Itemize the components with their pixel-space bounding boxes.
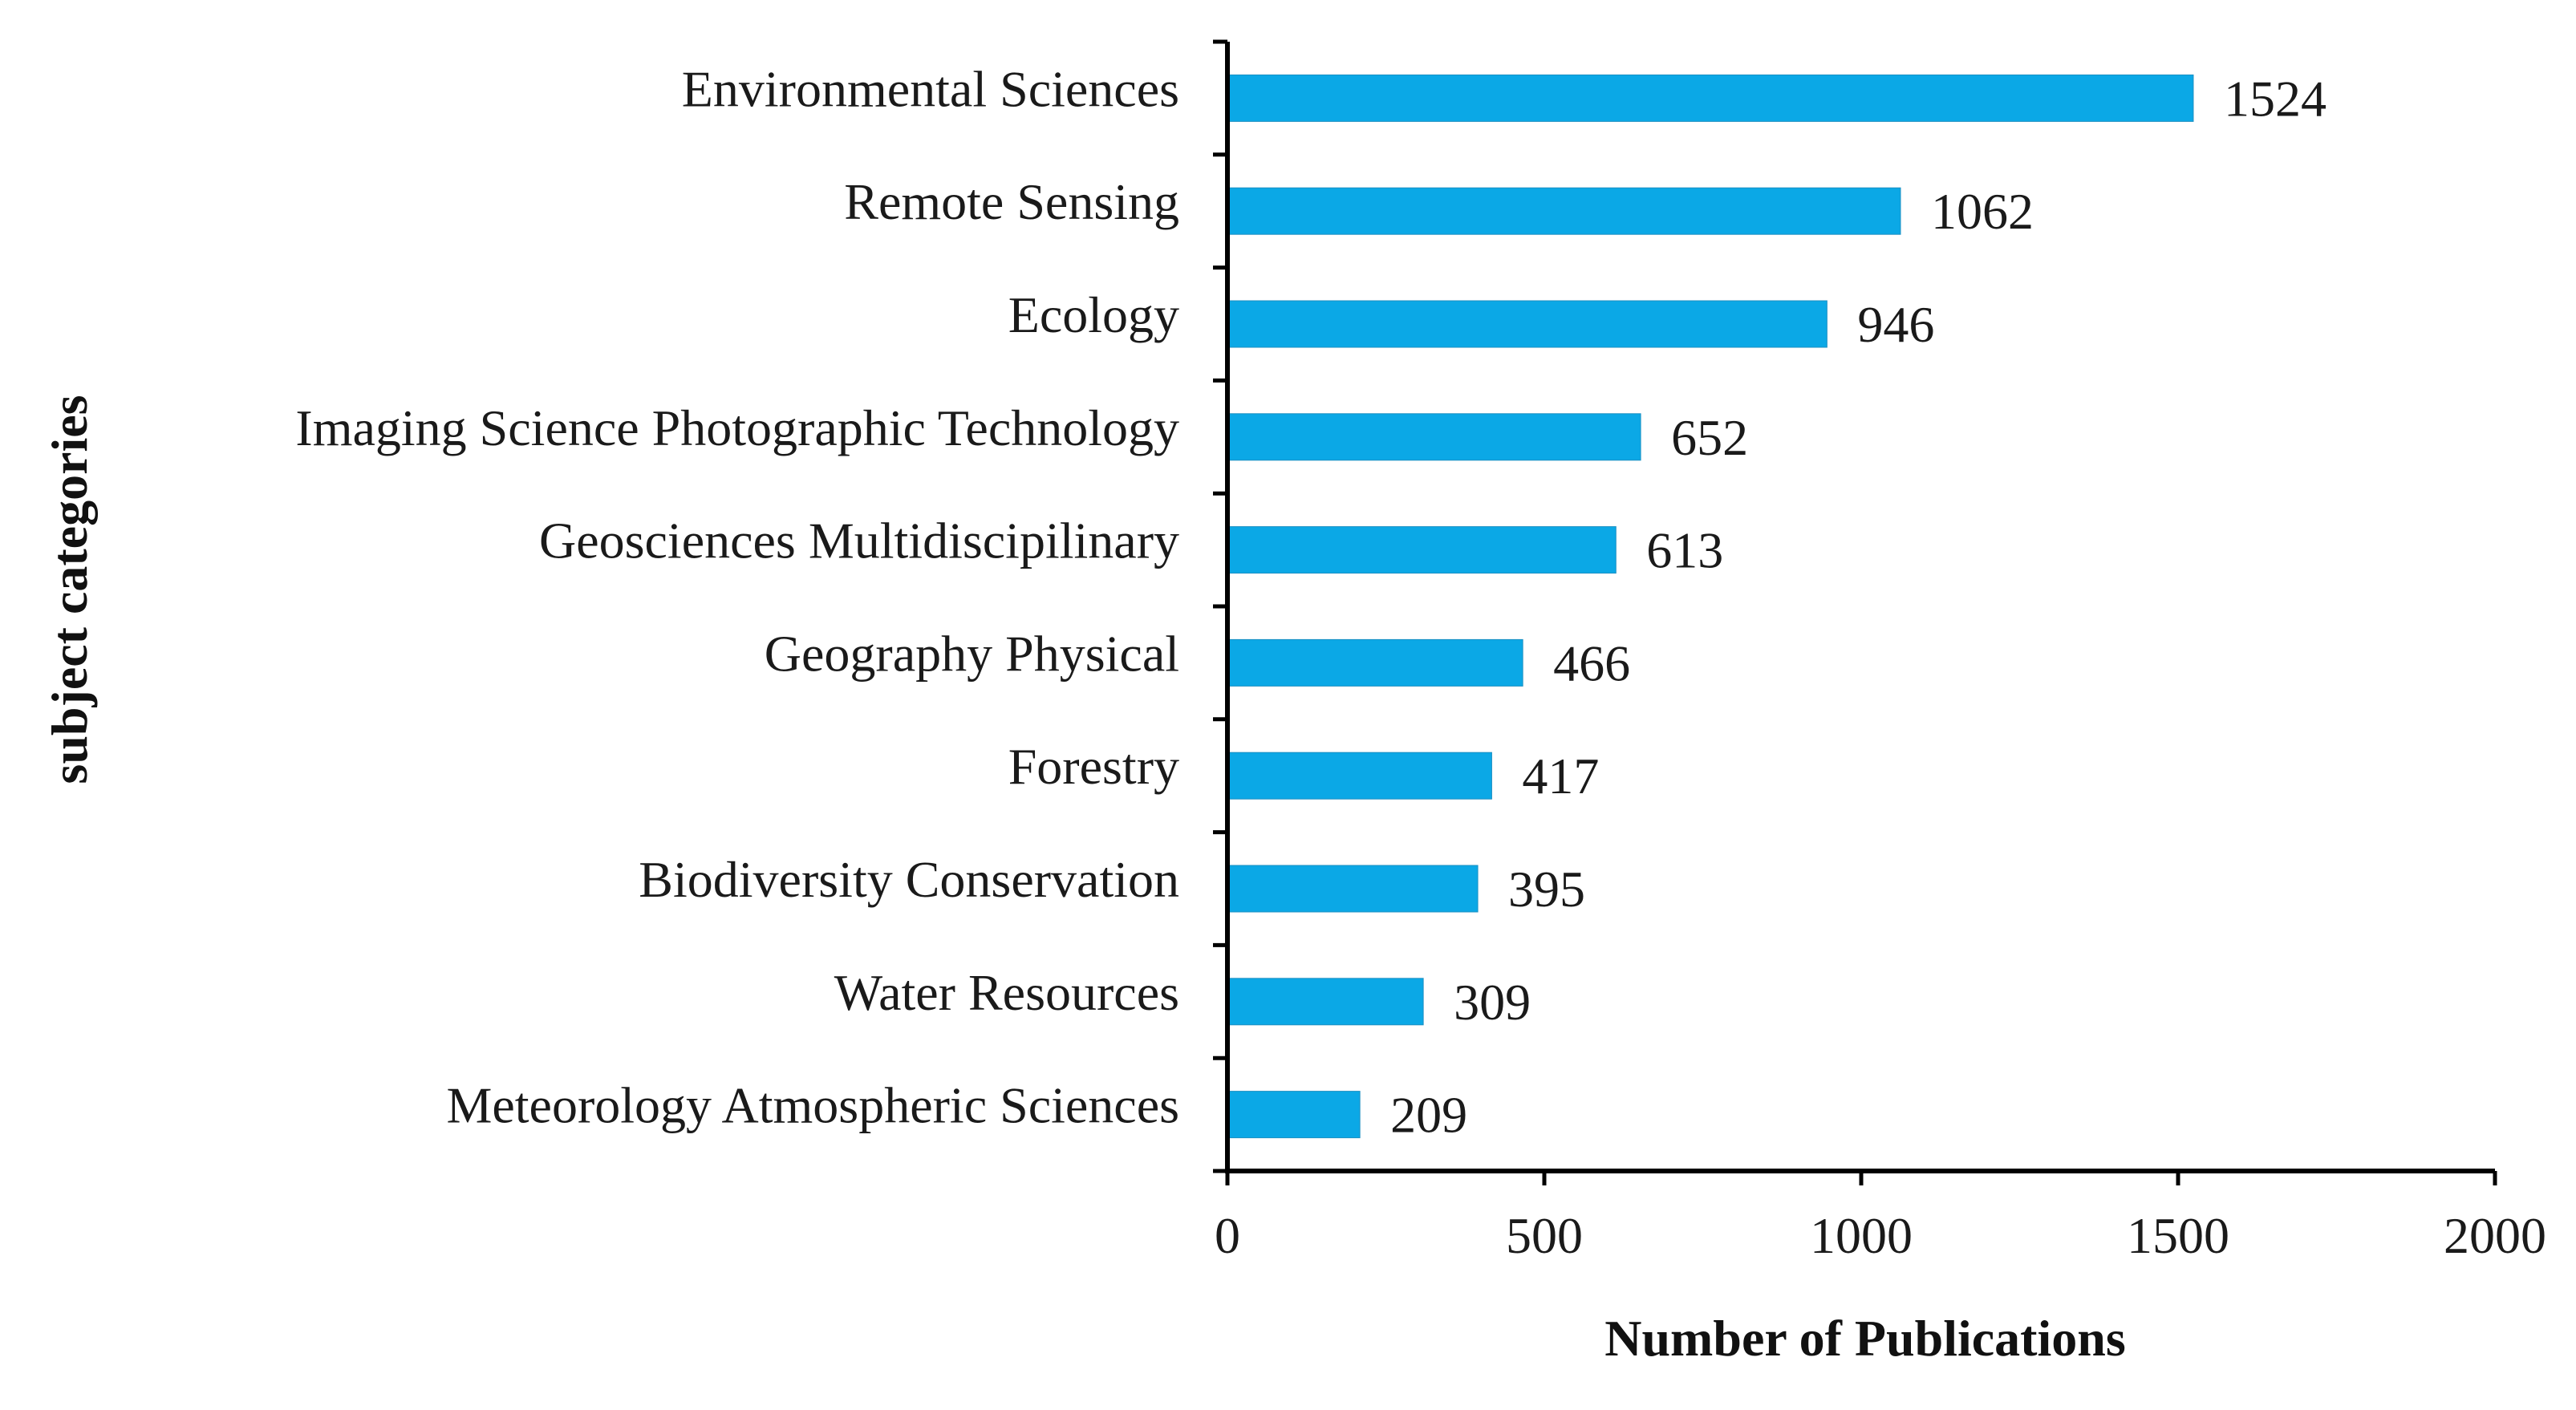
category-label-3: Imaging Science Photographic Technology (295, 399, 1179, 456)
y-axis-title: subject categories (41, 395, 98, 784)
bar-1 (1227, 187, 1901, 235)
bar-0 (1227, 74, 2194, 122)
value-label-7: 395 (1508, 861, 1585, 918)
x-tick-label-0: 0 (1215, 1207, 1240, 1264)
x-tick-label-2: 1000 (1810, 1207, 1913, 1264)
category-label-1: Remote Sensing (844, 173, 1179, 230)
value-label-9: 209 (1390, 1087, 1467, 1144)
bar-4 (1227, 526, 1617, 574)
category-label-4: Geosciences Multidiscipilinary (539, 513, 1179, 569)
bar-7 (1227, 865, 1479, 913)
x-tick-label-1: 500 (1506, 1207, 1583, 1264)
y-ticks-group (1213, 39, 1227, 1173)
x-ticks-group: 0 500 1000 1500 2000 (1215, 1171, 2546, 1264)
value-label-6: 417 (1522, 748, 1599, 804)
value-label-0: 1524 (2224, 70, 2327, 127)
category-labels-group: Environmental Sciences Remote Sensing Ecol… (295, 60, 1179, 1133)
bar-9 (1227, 1091, 1361, 1139)
bars-group (1227, 74, 2194, 1139)
x-tick-label-3: 1500 (2127, 1207, 2229, 1264)
category-label-7: Biodiversity Conservation (639, 851, 1179, 908)
value-label-2: 946 (1857, 296, 1934, 353)
value-labels-group: 1524 1062 946 652 613 466 417 395 309 209 (1390, 70, 2327, 1143)
category-label-8: Water Resources (834, 964, 1179, 1021)
bar-8 (1227, 978, 1424, 1026)
value-label-1: 1062 (1931, 183, 2034, 240)
bar-3 (1227, 413, 1641, 461)
category-label-5: Geography Physical (765, 625, 1179, 682)
category-label-9: Meteorology Atmospheric Sciences (446, 1077, 1179, 1134)
x-axis-title: Number of Publications (1604, 1310, 2126, 1367)
value-label-8: 309 (1454, 974, 1531, 1031)
category-label-2: Ecology (1008, 286, 1179, 343)
category-label-0: Environmental Sciences (682, 60, 1179, 117)
bar-2 (1227, 300, 1828, 348)
category-label-6: Forestry (1008, 738, 1179, 795)
x-tick-label-4: 2000 (2444, 1207, 2546, 1264)
bar-5 (1227, 638, 1523, 687)
value-label-4: 613 (1646, 522, 1723, 579)
value-label-5: 466 (1553, 634, 1630, 691)
value-label-3: 652 (1671, 409, 1748, 466)
bar-6 (1227, 752, 1492, 800)
